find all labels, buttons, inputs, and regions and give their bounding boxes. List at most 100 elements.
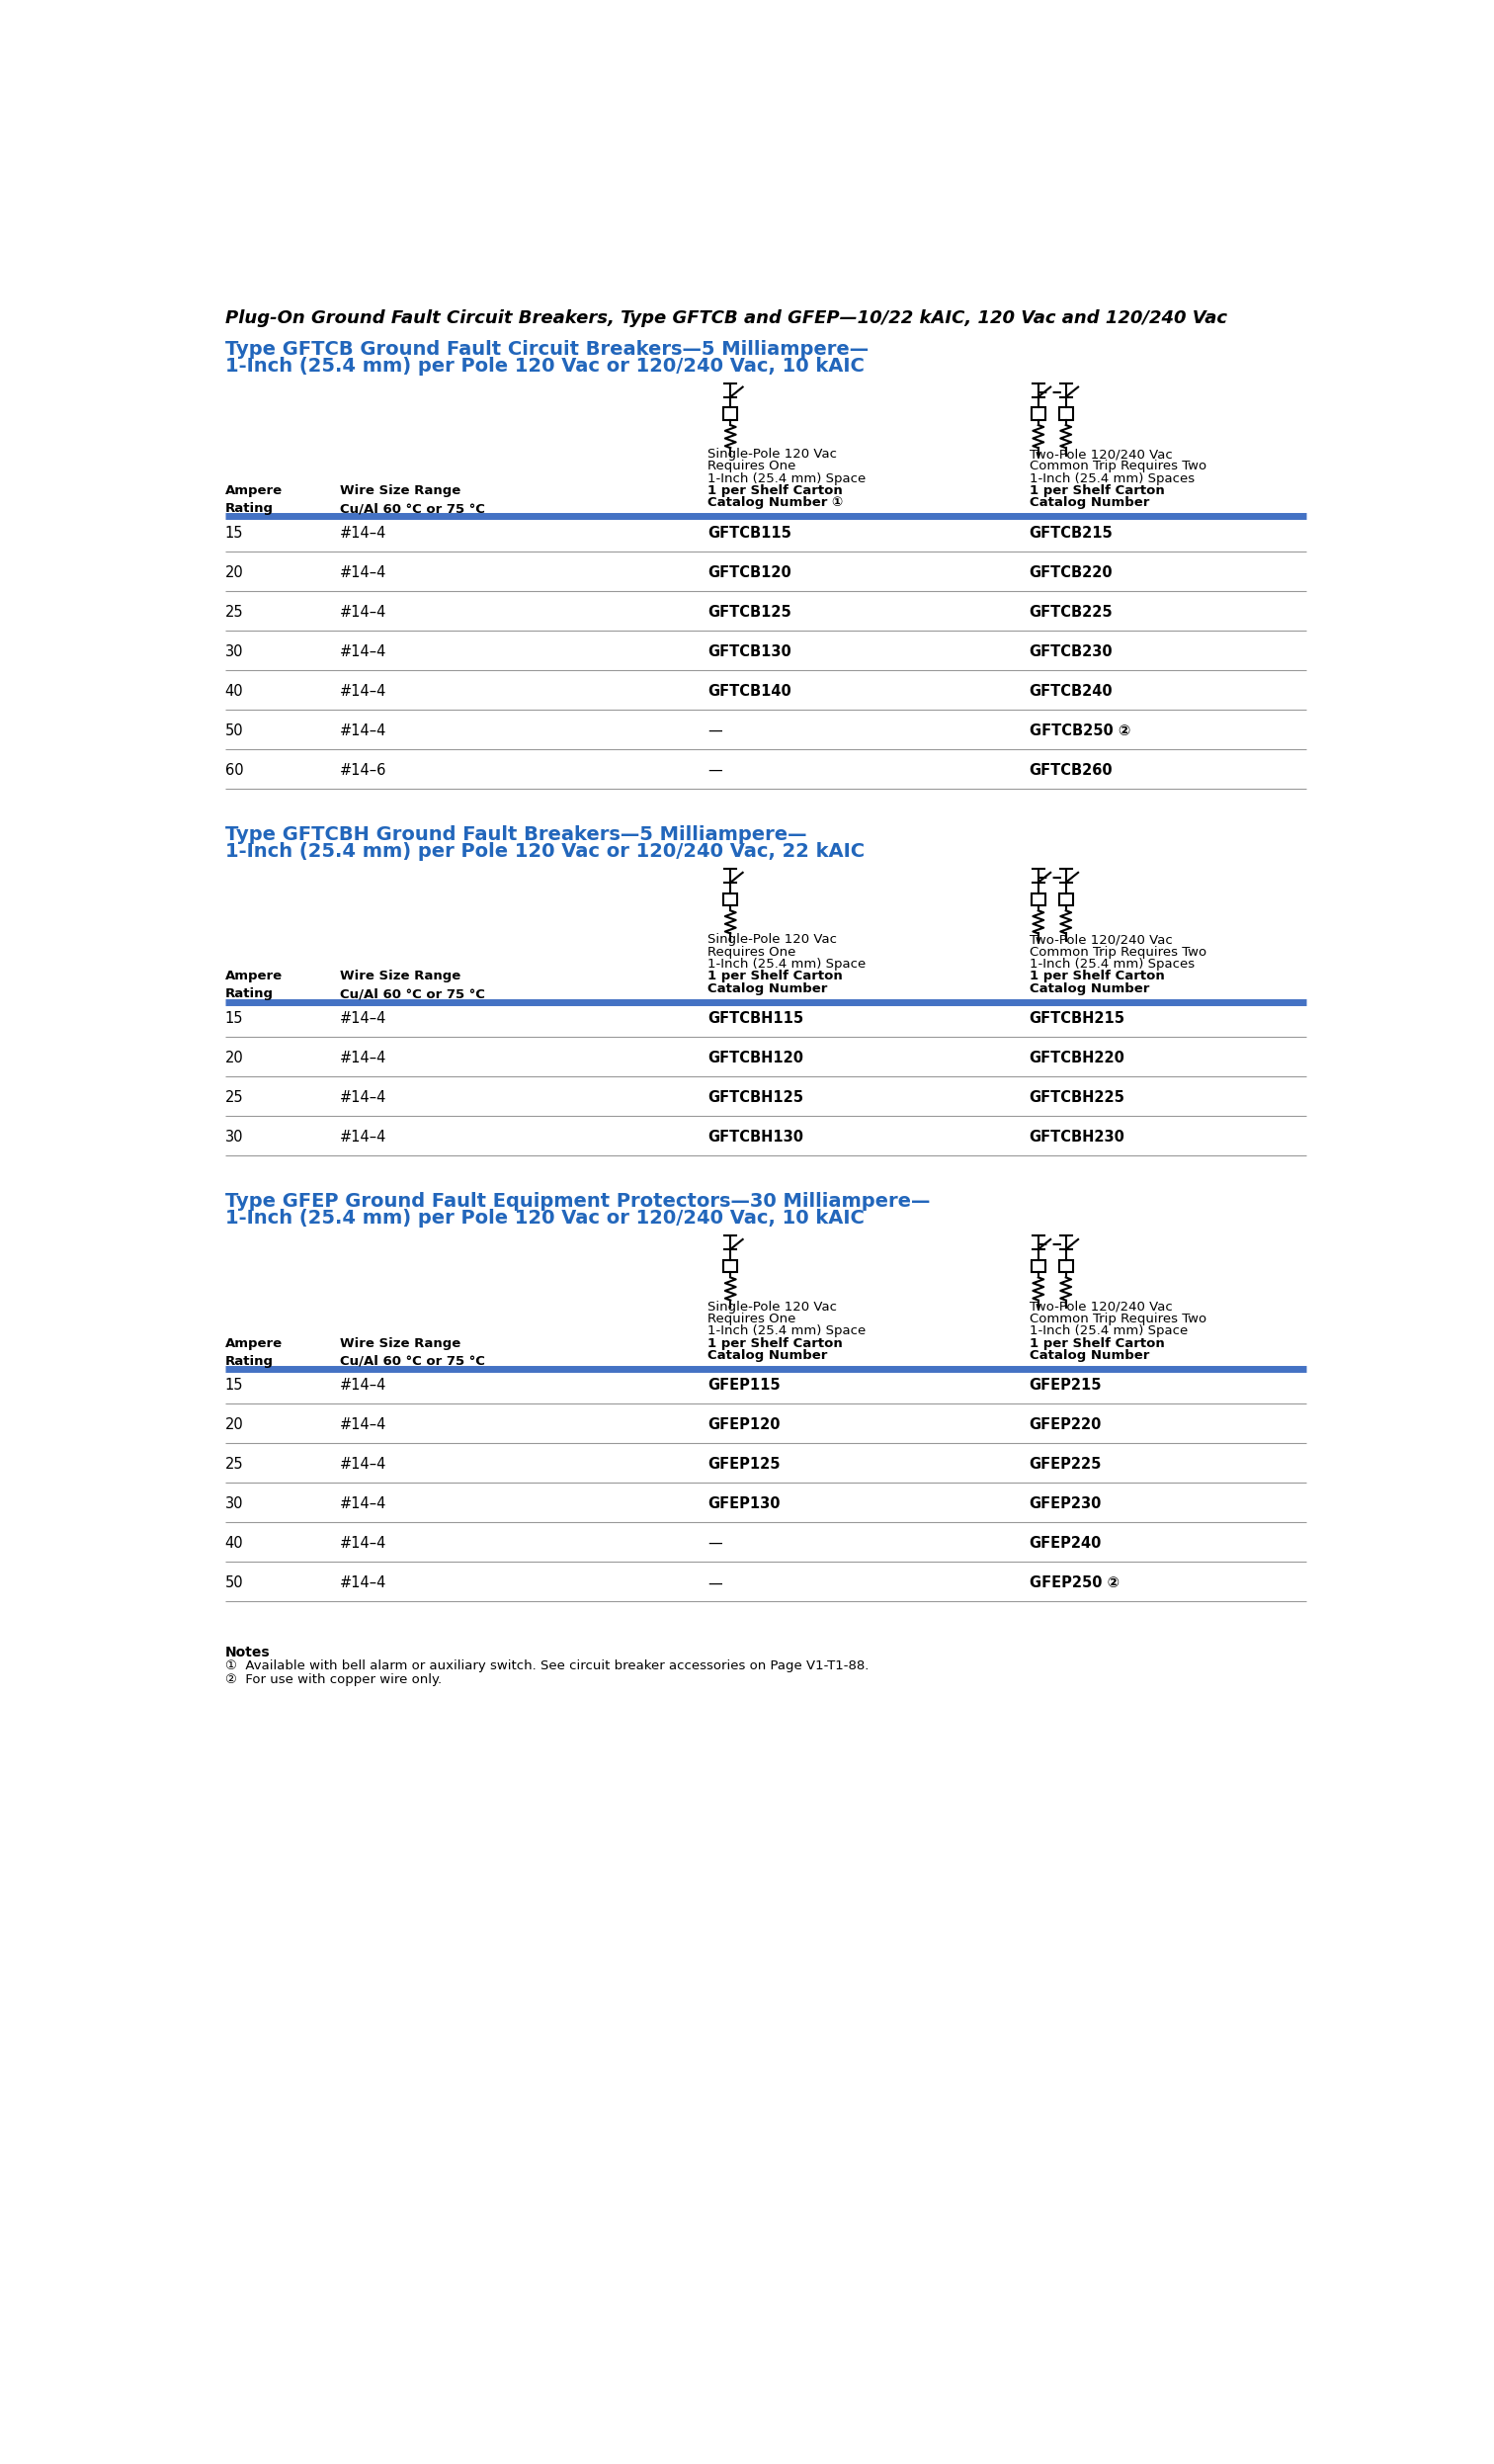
Text: #14–4: #14–4 [341,1577,387,1592]
Text: Two-Pole 120/240 Vac: Two-Pole 120/240 Vac [1029,934,1173,946]
Text: #14–4: #14–4 [341,525,387,540]
Text: Wire Size Range
Cu/Al 60 °C or 75 °C: Wire Size Range Cu/Al 60 °C or 75 °C [341,971,486,1000]
Text: Catalog Number: Catalog Number [708,983,828,995]
Text: Single-Pole 120 Vac: Single-Pole 120 Vac [708,934,837,946]
Text: Wire Size Range
Cu/Al 60 °C or 75 °C: Wire Size Range Cu/Al 60 °C or 75 °C [341,1338,486,1368]
Text: 1-Inch (25.4 mm) per Pole 120 Vac or 120/240 Vac, 10 kAIC: 1-Inch (25.4 mm) per Pole 120 Vac or 120… [226,1210,864,1227]
Text: GFTCBH115: GFTCBH115 [708,1010,804,1025]
Text: Type GFEP Ground Fault Equipment Protectors—30 Milliampere—: Type GFEP Ground Fault Equipment Protect… [226,1193,929,1210]
Text: GFTCB120: GFTCB120 [708,564,792,579]
Text: Catalog Number: Catalog Number [708,1348,828,1363]
Text: Catalog Number ①: Catalog Number ① [708,498,843,510]
Text: —: — [708,724,722,739]
Text: ①  Available with bell alarm or auxiliary switch. See circuit breaker accessorie: ① Available with bell alarm or auxiliary… [226,1658,868,1673]
Bar [1059,407,1073,419]
Text: GFTCB115: GFTCB115 [708,525,792,540]
Text: GFEP215: GFEP215 [1029,1377,1101,1392]
Text: 1 per Shelf Carton: 1 per Shelf Carton [708,485,843,498]
Text: 50: 50 [226,724,244,739]
Text: GFEP220: GFEP220 [1029,1417,1101,1432]
Bar [1059,892,1073,904]
Text: #14–4: #14–4 [341,1050,387,1064]
Text: Type GFTCB Ground Fault Circuit Breakers—5 Milliampere—: Type GFTCB Ground Fault Circuit Breakers… [226,340,868,360]
Text: #14–4: #14–4 [341,604,387,618]
Text: 1 per Shelf Carton: 1 per Shelf Carton [1029,485,1164,498]
Text: #14–4: #14–4 [341,685,387,700]
Text: GFEP115: GFEP115 [708,1377,780,1392]
Text: #14–4: #14–4 [341,1535,387,1550]
Text: —: — [708,764,722,779]
Text: Plug-On Ground Fault Circuit Breakers, Type GFTCB and GFEP—10/22 kAIC, 120 Vac a: Plug-On Ground Fault Circuit Breakers, T… [226,310,1227,328]
Text: 1 per Shelf Carton: 1 per Shelf Carton [708,971,843,983]
Text: Single-Pole 120 Vac: Single-Pole 120 Vac [708,448,837,461]
Text: GFTCB225: GFTCB225 [1029,604,1113,618]
Text: 1-Inch (25.4 mm) Space: 1-Inch (25.4 mm) Space [708,958,867,971]
Bar [1031,892,1046,904]
Text: Notes: Notes [226,1646,270,1661]
Text: #14–4: #14–4 [341,1496,387,1510]
Text: #14–4: #14–4 [341,724,387,739]
Text: 15: 15 [226,1377,244,1392]
Text: GFTCBH225: GFTCBH225 [1029,1089,1125,1104]
Text: GFEP120: GFEP120 [708,1417,780,1432]
Text: 30: 30 [226,643,244,658]
Text: Wire Size Range
Cu/Al 60 °C or 75 °C: Wire Size Range Cu/Al 60 °C or 75 °C [341,485,486,515]
Text: GFTCB230: GFTCB230 [1029,643,1113,658]
Text: ②  For use with copper wire only.: ② For use with copper wire only. [226,1673,442,1685]
Text: 30: 30 [226,1131,244,1146]
Text: GFTCBH130: GFTCBH130 [708,1131,804,1146]
Text: GFTCB215: GFTCB215 [1029,525,1113,540]
Text: GFEP230: GFEP230 [1029,1496,1101,1510]
Text: Catalog Number: Catalog Number [1029,1348,1149,1363]
Text: Catalog Number: Catalog Number [1029,498,1149,510]
Text: GFTCB130: GFTCB130 [708,643,792,658]
Bar [1059,1259,1073,1271]
Text: 15: 15 [226,1010,244,1025]
Text: #14–4: #14–4 [341,1377,387,1392]
Text: GFEP130: GFEP130 [708,1496,780,1510]
Text: #14–4: #14–4 [341,1417,387,1432]
Text: 30: 30 [226,1496,244,1510]
Text: GFTCB240: GFTCB240 [1029,685,1113,700]
Text: GFEP250 ②: GFEP250 ② [1029,1577,1119,1592]
Text: GFTCBH120: GFTCBH120 [708,1050,804,1064]
Text: Requires One: Requires One [708,461,796,473]
Text: 25: 25 [226,1456,244,1471]
Text: #14–4: #14–4 [341,1456,387,1471]
Bar [1031,1259,1046,1271]
Text: GFEP125: GFEP125 [708,1456,780,1471]
Text: —: — [708,1577,722,1592]
Text: Common Trip Requires Two: Common Trip Requires Two [1029,946,1206,958]
Text: #14–4: #14–4 [341,1131,387,1146]
Text: 25: 25 [226,1089,244,1104]
Text: 50: 50 [226,1577,244,1592]
Text: Ampere
Rating: Ampere Rating [226,971,282,1000]
Text: —: — [708,1535,722,1550]
Text: 25: 25 [226,604,244,618]
Text: 1-Inch (25.4 mm) per Pole 120 Vac or 120/240 Vac, 10 kAIC: 1-Inch (25.4 mm) per Pole 120 Vac or 120… [226,357,864,375]
Text: 20: 20 [226,1050,244,1064]
Text: 1 per Shelf Carton: 1 per Shelf Carton [708,1338,843,1350]
Text: 1 per Shelf Carton: 1 per Shelf Carton [1029,1338,1164,1350]
Text: Requires One: Requires One [708,1313,796,1326]
Text: 1-Inch (25.4 mm) per Pole 120 Vac or 120/240 Vac, 22 kAIC: 1-Inch (25.4 mm) per Pole 120 Vac or 120… [226,843,865,860]
Text: 1-Inch (25.4 mm) Space: 1-Inch (25.4 mm) Space [708,473,867,485]
Text: Two-Pole 120/240 Vac: Two-Pole 120/240 Vac [1029,1301,1173,1313]
Text: GFTCB250 ②: GFTCB250 ② [1029,724,1129,739]
Text: #14–4: #14–4 [341,643,387,658]
Text: GFTCB220: GFTCB220 [1029,564,1113,579]
Text: GFTCBH220: GFTCBH220 [1029,1050,1125,1064]
Text: 1-Inch (25.4 mm) Spaces: 1-Inch (25.4 mm) Spaces [1029,473,1194,485]
Text: Ampere
Rating: Ampere Rating [226,485,282,515]
Text: 1-Inch (25.4 mm) Space: 1-Inch (25.4 mm) Space [708,1326,867,1338]
Text: GFTCBH215: GFTCBH215 [1029,1010,1125,1025]
Text: GFEP225: GFEP225 [1029,1456,1101,1471]
Text: 40: 40 [226,1535,244,1550]
Text: Type GFTCBH Ground Fault Breakers—5 Milliampere—: Type GFTCBH Ground Fault Breakers—5 Mill… [226,825,807,845]
Text: 40: 40 [226,685,244,700]
Text: GFTCB125: GFTCB125 [708,604,792,618]
Text: Common Trip Requires Two: Common Trip Requires Two [1029,1313,1206,1326]
Text: Ampere
Rating: Ampere Rating [226,1338,282,1368]
Text: GFTCB140: GFTCB140 [708,685,792,700]
Text: 1 per Shelf Carton: 1 per Shelf Carton [1029,971,1164,983]
